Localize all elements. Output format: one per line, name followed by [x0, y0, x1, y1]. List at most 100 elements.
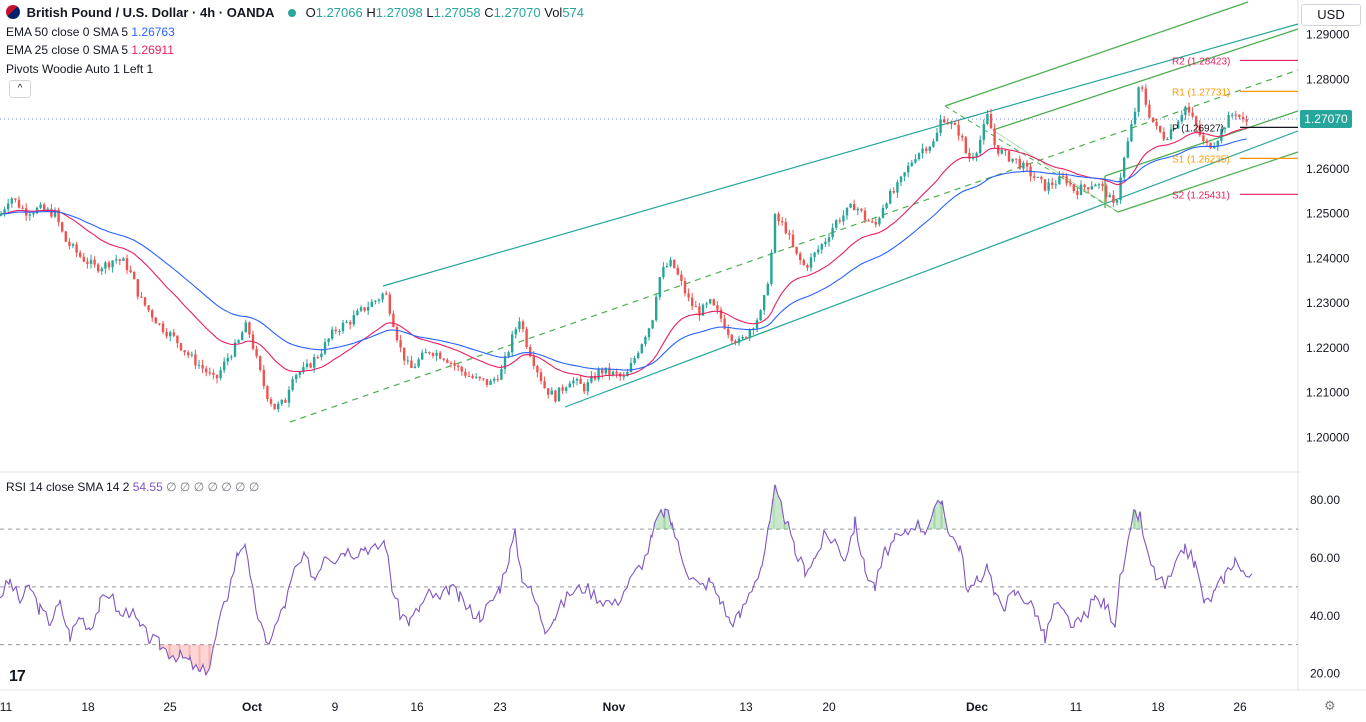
candle-body — [424, 352, 427, 354]
rsi-line[interactable] — [0, 484, 1253, 677]
rsi-oversold-fill — [167, 644, 171, 659]
rsi-tick-label: 20.00 — [1310, 667, 1340, 681]
candle-body — [1072, 184, 1075, 191]
candle-body — [435, 352, 438, 356]
candle-body — [1000, 149, 1003, 154]
candle-body — [46, 208, 49, 210]
rsi-oversold-fill — [187, 644, 191, 660]
symbol-legend[interactable]: British Pound / U.S. Dollar · 4h · OANDA… — [6, 5, 584, 21]
volume: Vol574 — [544, 5, 585, 20]
candle-body — [565, 387, 568, 391]
candle-body — [806, 265, 809, 268]
candle-body — [1079, 184, 1083, 195]
trendline-upper[interactable] — [382, 23, 1299, 287]
rsi-overbought-fill — [659, 509, 663, 530]
price-tick-label: 1.25000 — [1306, 207, 1350, 221]
ema25-line[interactable] — [0, 127, 1247, 378]
candle-body — [248, 322, 251, 335]
candle-body — [885, 203, 888, 208]
candle-body — [914, 159, 917, 163]
rsi-oversold-fill — [178, 644, 182, 650]
candle-body — [964, 137, 967, 153]
candle-body — [233, 342, 237, 357]
candle-body — [737, 338, 741, 344]
candle-body — [719, 309, 723, 319]
trendline-lower[interactable] — [564, 130, 1299, 408]
candle-body — [1007, 151, 1011, 162]
pivots-legend[interactable]: Pivots Woodie Auto 1 Left 1 — [6, 61, 153, 77]
candle-body — [1148, 104, 1151, 118]
candle-body — [889, 191, 892, 204]
candle-body — [0, 213, 3, 216]
ema50-line[interactable] — [0, 138, 1247, 371]
rsi-oversold-fill — [201, 644, 205, 665]
candle-body — [1011, 158, 1014, 162]
candle-body — [655, 296, 658, 321]
candle-body — [1040, 176, 1043, 180]
tradingview-logo-icon[interactable]: 17 — [9, 668, 26, 685]
candle-body — [860, 208, 863, 211]
chart-settings-icon[interactable]: ⚙ — [1324, 698, 1336, 713]
candle-body — [439, 352, 442, 359]
collapse-legend-button[interactable]: ^ — [9, 80, 31, 98]
candle-body — [1184, 106, 1187, 116]
candle-body — [129, 270, 132, 273]
candle-body — [809, 257, 813, 268]
candle-body — [651, 320, 654, 329]
candle-body — [183, 350, 186, 353]
currency-selector[interactable]: USD — [1301, 4, 1361, 26]
candle-body — [1227, 115, 1230, 128]
candle-body — [701, 304, 705, 316]
candle-body — [1054, 184, 1057, 186]
candle-body — [640, 344, 643, 354]
candle-body — [359, 307, 363, 311]
candle-body — [1058, 176, 1061, 185]
rsi-label: RSI 14 close SMA 14 2 — [6, 480, 130, 494]
candle-body — [1065, 176, 1068, 184]
ema25-legend[interactable]: EMA 25 close 0 SMA 5 1.26911 — [6, 42, 174, 58]
candle-body — [1234, 114, 1237, 116]
candle-body — [89, 259, 93, 264]
candle-body — [1119, 177, 1122, 201]
candle-body — [683, 281, 687, 294]
pivot-levels[interactable]: R2 (1.28423) R1 (1.27731) P (1.26927) S1 (1… — [1172, 56, 1298, 201]
candle-body — [921, 148, 924, 154]
rsi-bands — [0, 528, 1298, 646]
candle-body — [1159, 125, 1162, 132]
candlestick-series[interactable] — [0, 84, 1248, 413]
candle-body — [17, 199, 21, 208]
price-axis[interactable]: 1.290001.280001.270001.260001.250001.240… — [1306, 28, 1350, 445]
candle-body — [1166, 139, 1169, 141]
candle-body — [370, 301, 373, 307]
candle-body — [169, 332, 172, 337]
time-axis[interactable]: 11 18 25 Oct 9 16 23 Nov 13 20 Dec 11 18 26 — [0, 700, 1247, 714]
rsi-legend[interactable]: RSI 14 close SMA 14 2 54.55 ∅ ∅ ∅ ∅ ∅ ∅ … — [6, 479, 259, 495]
price-tick-label: 1.24000 — [1306, 251, 1350, 265]
candle-body — [449, 362, 453, 364]
rsi-oversold-fill — [168, 644, 172, 658]
candle-body — [997, 145, 1000, 154]
candle-body — [673, 259, 676, 268]
candle-body — [943, 119, 946, 123]
rsi-oversold-fill — [191, 644, 195, 670]
candle-body — [28, 214, 31, 216]
candle-body — [644, 336, 647, 345]
symbol-title[interactable]: British Pound / U.S. Dollar · 4h · OANDA — [26, 5, 275, 20]
candle-body — [1191, 112, 1194, 117]
candle-body — [532, 356, 535, 367]
candle-body — [1162, 131, 1165, 140]
candle-body — [892, 191, 895, 193]
candle-body — [1090, 186, 1093, 190]
candle-body — [1083, 184, 1086, 188]
candle-body — [529, 347, 532, 357]
ema50-legend[interactable]: EMA 50 close 0 SMA 5 1.26763 — [6, 24, 175, 40]
candle-body — [431, 353, 435, 356]
candle-body — [554, 390, 557, 402]
candle-body — [93, 259, 96, 265]
rsi-axis[interactable]: 80.00 60.00 40.00 20.00 — [1310, 493, 1340, 680]
ohlc-high: H1.27098 — [366, 5, 423, 20]
candle-body — [194, 354, 197, 366]
candle-body — [457, 365, 460, 367]
candle-body — [777, 213, 780, 222]
